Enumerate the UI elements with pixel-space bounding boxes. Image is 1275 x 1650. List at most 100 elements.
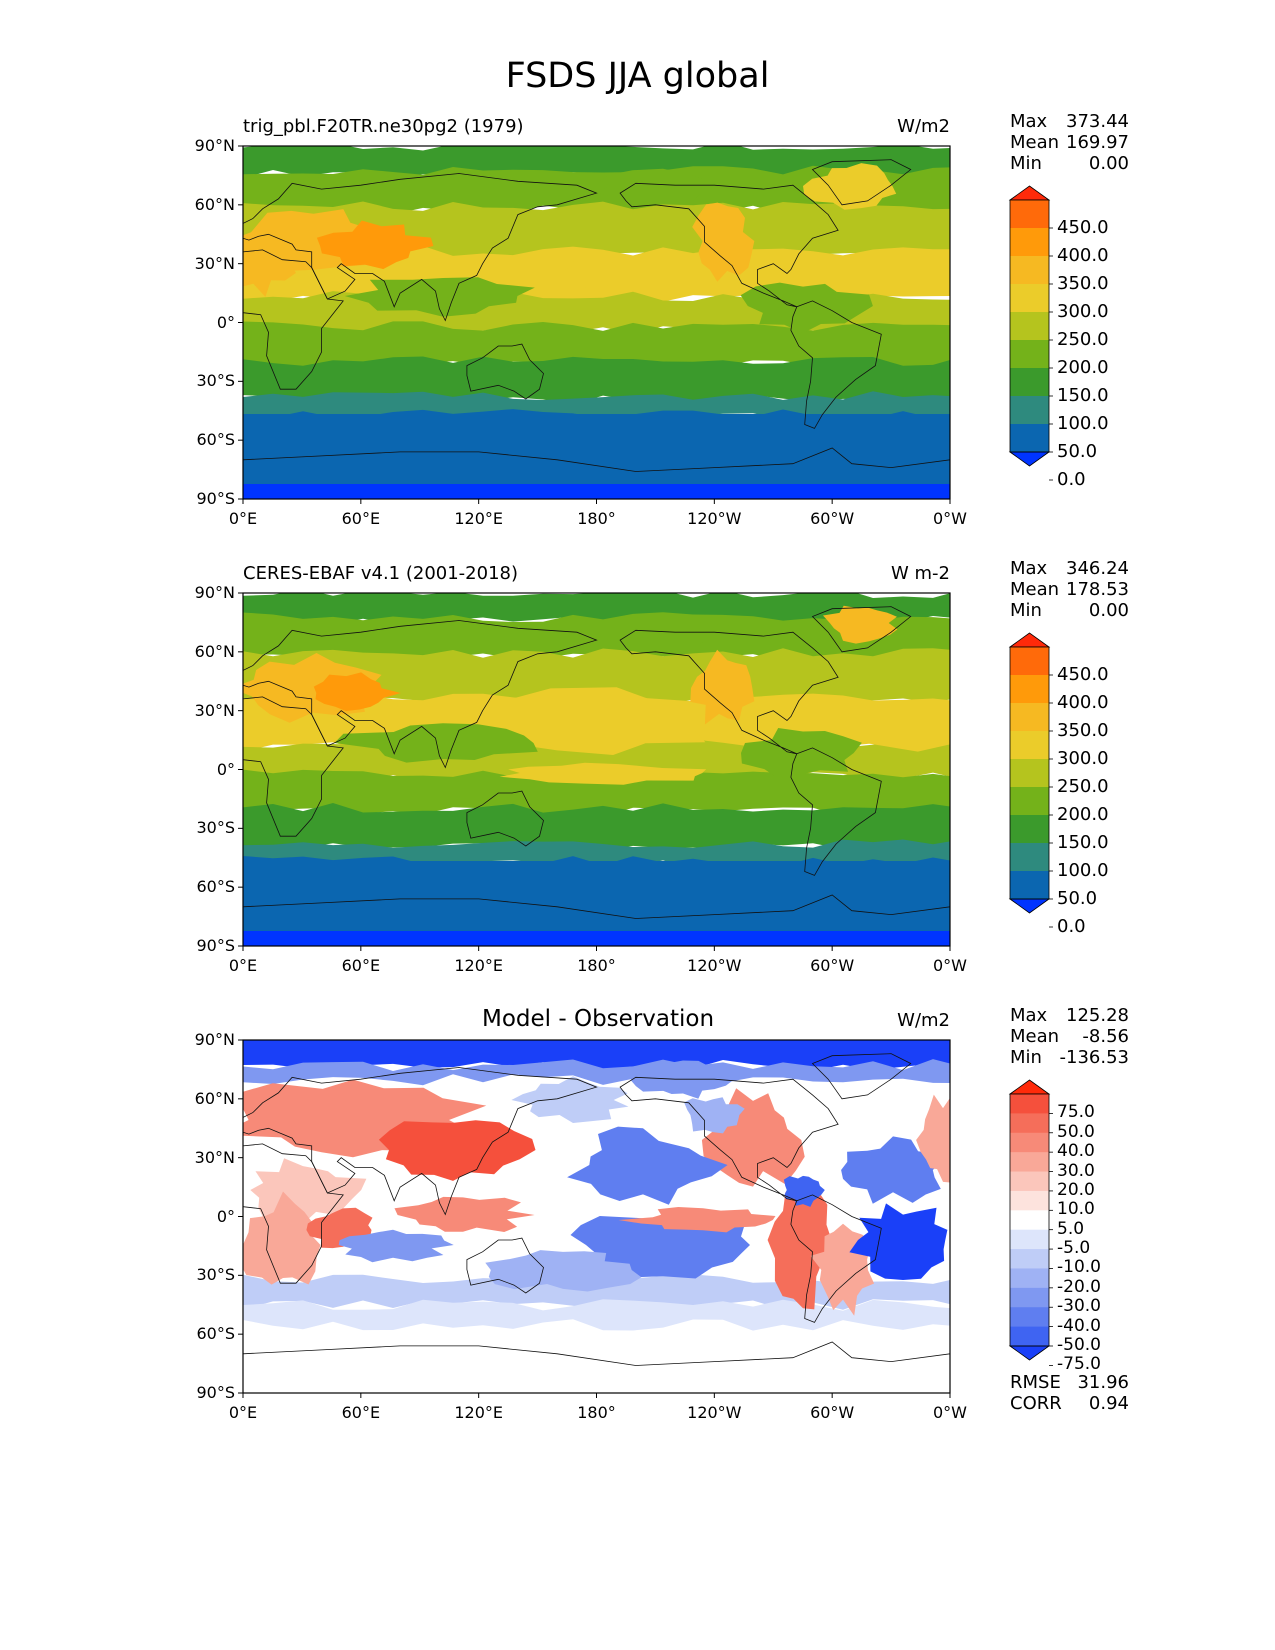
contour-blob [783,1175,825,1207]
colorbar-extend-max [1008,632,1051,648]
colorbar-segment [1010,256,1049,285]
contour-band [243,803,950,852]
lon-tick-label: 60°W [810,956,855,975]
contour-blob [378,1120,536,1181]
contour-blob [344,277,535,317]
colorbar-label: 450.0 [1057,217,1109,238]
colorbar-label: 200.0 [1057,804,1109,825]
stat-max-label: Max [1010,558,1048,579]
colorbar-segment [1010,312,1049,341]
colorbar-segment [1010,396,1049,425]
colorbar-segment [1010,703,1049,732]
stat-mean-value: -8.56 [1082,1026,1129,1047]
colorbar-segment [1010,731,1049,760]
lat-tick-label: 90°N [194,136,235,155]
stat-max-value: 125.28 [1066,1005,1129,1026]
contour-band [243,1059,950,1086]
lon-tick-label: 60°E [341,509,381,528]
coastline [243,894,950,946]
colorbar-segment [1010,200,1049,229]
colorbar-label: 0.0 [1057,916,1086,937]
colorbar-segment [1010,228,1049,257]
colorbar-extend-max [1008,1079,1051,1095]
colorbar-label: 400.0 [1057,245,1109,266]
contour-blob [499,762,707,785]
lon-tick-label: 0°W [933,509,967,528]
contour-blob [841,1136,943,1204]
colorbar-segment [1010,1326,1049,1347]
contour-band [243,146,950,178]
corr-value: 0.94 [1088,1393,1129,1414]
lat-tick-label: 30°N [194,700,235,720]
colorbar-label: 350.0 [1057,720,1109,741]
panel-title: CERES-EBAF v4.1 (2001-2018) [243,563,519,584]
coastline [811,1053,912,1100]
lat-tick-label: 60°N [194,641,235,661]
stat-min-value: 0.00 [1088,600,1129,621]
colorbar-label: 450.0 [1057,664,1109,685]
stat-max-label: Max [1010,111,1048,132]
colorbar-segment [1010,424,1049,453]
lat-tick-label: 60°N [194,194,235,214]
colorbar-extend-max [1008,185,1051,201]
colorbar-segment [1010,871,1049,900]
colorbar-label: 75.0 [1057,1102,1095,1123]
colorbar-label: -40.0 [1057,1315,1101,1336]
coastline [619,1076,839,1202]
stat-mean-label: Mean [1010,132,1060,153]
contour-blob [511,1076,629,1123]
stat-min-label: Min [1010,600,1042,621]
lon-tick-label: 60°E [341,956,381,975]
contour-blob [803,163,897,210]
colorbar-label: 150.0 [1057,385,1109,406]
lat-tick-label: 0° [216,759,235,779]
stat-mean-label: Mean [1010,579,1060,600]
stat-mean-value: 169.97 [1066,132,1129,153]
coastline [243,249,344,390]
colorbar-label: 100.0 [1057,860,1109,881]
contour-blob [916,1094,950,1183]
coastline [811,606,912,653]
colorbar-segment [1010,284,1049,313]
lon-tick-label: 120°W [687,509,742,528]
coastline [811,159,912,206]
coastline [243,1067,598,1216]
lon-tick-label: 0°E [228,1403,258,1422]
contour-blob [338,1229,454,1263]
contour-blob [740,282,873,334]
contour-band [243,648,950,707]
map-plot [238,1039,951,1398]
colorbar-label: -5.0 [1057,1238,1091,1259]
lat-tick-label: 60°S [196,430,235,450]
lon-tick-label: 0°E [228,956,258,975]
stat-max-value: 373.44 [1066,111,1129,132]
colorbar-label: 300.0 [1057,748,1109,769]
colorbar-segment [1010,1287,1049,1308]
colorbar-extend-min [1008,451,1051,467]
panel-title: Model - Observation [482,1006,715,1032]
colorbar-label: -10.0 [1057,1257,1101,1278]
lon-tick-label: 60°W [810,1403,855,1422]
stat-min-label: Min [1010,153,1042,174]
lon-tick-label: 120°E [454,956,503,975]
colorbar-segment [1010,1132,1049,1153]
lat-tick-label: 90°S [196,936,235,955]
contour-blob [563,251,627,292]
lat-tick-label: 90°N [194,583,235,602]
colorbar-label: 250.0 [1057,329,1109,350]
lat-tick-label: 60°S [196,1324,235,1344]
lon-tick-label: 180° [577,1403,616,1422]
map-plot [238,592,951,951]
coastline [466,790,544,847]
contour-blob [334,723,538,763]
contour-blob [684,1097,745,1134]
colorbar-segment [1010,1152,1049,1173]
colorbar-segment [1010,787,1049,816]
lon-tick-label: 0°W [933,1403,967,1422]
contour-band [243,1299,950,1331]
stat-mean-label: Mean [1010,1026,1060,1047]
colorbar-label: -50.0 [1057,1335,1101,1355]
lat-tick-label: 90°S [196,1383,235,1402]
rmse-label: RMSE [1010,1372,1061,1393]
figure-title: FSDS JJA global [505,56,770,96]
